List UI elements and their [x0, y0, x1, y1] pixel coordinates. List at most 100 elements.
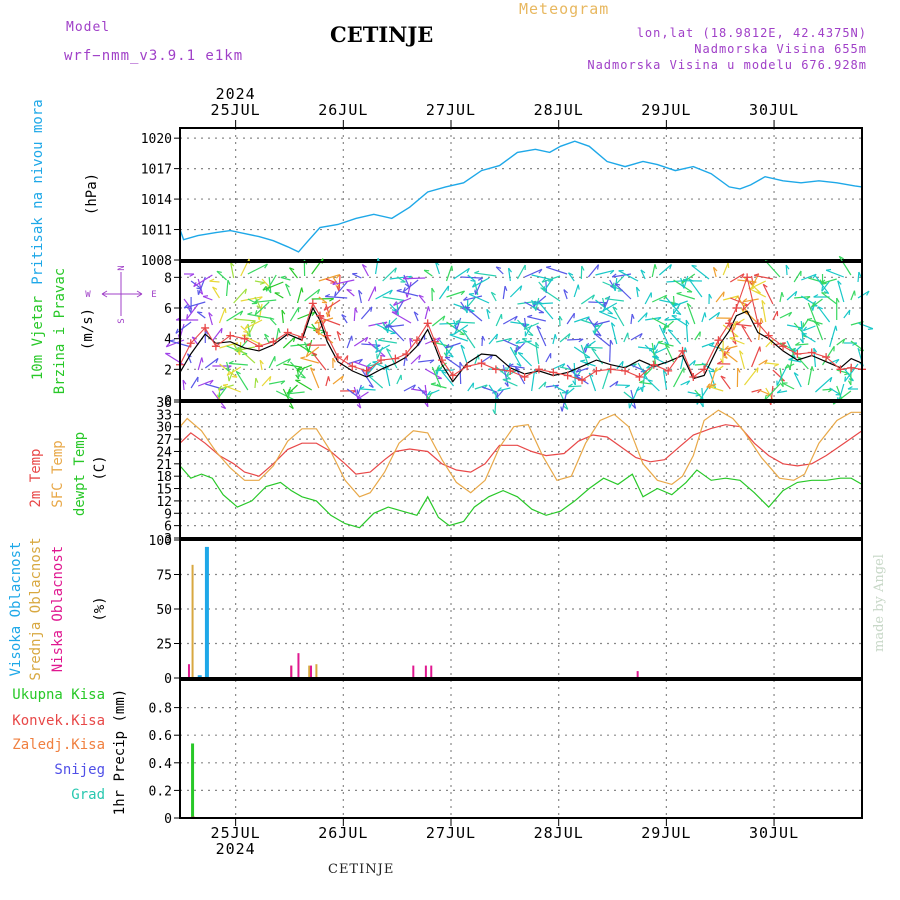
wind-arrow-head: [217, 385, 223, 390]
wind-arrow-head: [607, 312, 613, 315]
wind-arrow: [296, 287, 303, 304]
temp-ylabel-sfc: SFC Temp: [50, 440, 66, 507]
wind-arrow-head: [225, 367, 230, 373]
wind-arrow-head: [848, 309, 851, 316]
wind-arrow: [193, 274, 213, 288]
wind-arrow: [326, 301, 334, 318]
wind-arrow-head: [788, 311, 793, 317]
wind-gust-marker: [362, 366, 371, 375]
wind-arrow-head: [604, 296, 610, 300]
wind-arrow: [685, 320, 689, 343]
wind-arrow-head: [465, 306, 471, 309]
wind-arrow: [785, 264, 788, 276]
wind-arrow-head: [575, 368, 580, 373]
wind-arrow-head: [825, 268, 832, 271]
wind-arrow: [481, 386, 498, 393]
wind-arrow: [389, 275, 412, 280]
wind-arrow-head: [793, 372, 799, 377]
precip-bar: [191, 743, 195, 818]
wind-arrow-head: [662, 327, 665, 333]
wind-arrow-head: [409, 337, 414, 343]
wind-arrow-head: [717, 360, 723, 365]
wind-arrow-head: [847, 380, 852, 386]
wind-arrow: [821, 278, 837, 284]
wind-arrow-head: [165, 342, 170, 348]
wind-arrow: [304, 288, 320, 302]
wind-arrow: [786, 290, 798, 301]
wind-arrow-head: [462, 329, 468, 333]
wind-arrow: [357, 384, 362, 395]
wind-arrow-head: [750, 283, 755, 289]
wind-gust-marker: [664, 366, 673, 375]
wind-arrow-head: [264, 333, 270, 338]
wind-arrow-head: [802, 326, 807, 332]
wind-ylabel-1: 10m Vjetar: [30, 296, 46, 380]
wind-arrow: [261, 375, 272, 387]
wind-gust-marker: [743, 273, 752, 282]
wind-arrow: [325, 278, 336, 283]
wind-arrow: [772, 369, 785, 382]
wind-arrow-head: [614, 283, 621, 286]
wind-arrow-head: [716, 312, 721, 318]
x-tick-label-top: 26JUL: [318, 101, 368, 119]
wind-arrow-head: [310, 367, 315, 372]
wind-arrow: [474, 384, 488, 390]
wind-arrow-head: [191, 336, 197, 340]
wind-arrow-head: [301, 287, 304, 293]
wind-arrow-head: [541, 278, 546, 283]
wind-arrow-head: [710, 385, 716, 388]
footer-station-name: CETINJE: [328, 862, 395, 877]
wind-arrow: [663, 320, 674, 330]
wind-arrow-head: [351, 335, 353, 341]
wind-arrow-head: [722, 291, 725, 297]
wind-gust-marker: [283, 328, 292, 337]
wind-arrow-head: [514, 315, 518, 321]
wind-arrow: [850, 290, 856, 301]
wind-arrow: [580, 294, 595, 305]
wind-arrow: [710, 386, 724, 392]
wind-arrow-head: [496, 266, 502, 269]
wind-arrow: [764, 383, 781, 401]
wind-arrow-head: [326, 312, 329, 318]
wind-panel: 0 2 4 6 8: [164, 255, 874, 415]
wind-arrow: [406, 281, 412, 298]
wind-arrow: [744, 310, 760, 325]
wind-arrow: [346, 288, 355, 297]
y-tick-label: 50: [156, 603, 172, 618]
wind-arrow: [751, 280, 767, 289]
wind-arrow-head: [269, 376, 272, 382]
wind-arrow: [427, 389, 440, 396]
wind-arrow-head: [418, 354, 421, 360]
wind-arrow-head: [844, 376, 847, 382]
wind-arrow: [325, 376, 330, 387]
wind-arrow-head: [296, 366, 301, 372]
wind-arrow-head: [228, 360, 234, 364]
wind-arrow-head: [280, 380, 286, 385]
wind-arrow-head: [764, 359, 768, 365]
wind-arrow: [595, 269, 615, 276]
wind-arrow-head: [366, 362, 372, 367]
wind-arrow-head: [611, 322, 616, 327]
cloud-bar: [204, 546, 209, 678]
wind-arrow: [701, 387, 704, 407]
wind-arrow-head: [186, 314, 189, 320]
wind-gust-marker: [348, 362, 357, 371]
wind-gust-marker: [391, 354, 400, 363]
wind-arrow-head: [445, 356, 451, 359]
wind-arrow-head: [646, 364, 651, 369]
wind-speed-line: [179, 306, 863, 383]
wind-arrow: [336, 331, 341, 342]
wind-arrow-head: [289, 267, 295, 271]
wind-arrow: [311, 352, 327, 371]
wind-arrow-head: [332, 357, 336, 363]
wind-gust-marker: [477, 359, 486, 368]
wind-arrow-head: [201, 357, 204, 363]
elevation-label: Nadmorska Visina 655m: [694, 42, 867, 56]
pressure-ylabel: Pritisak na nivou mora: [30, 99, 46, 284]
wind-arrow-head: [546, 265, 552, 268]
wind-arrow: [307, 339, 313, 353]
wind-arrow-head: [691, 264, 697, 267]
wind-arrow: [594, 320, 610, 326]
x-year-top: 2024: [216, 85, 256, 103]
x-tick-label-bottom: 27JUL: [426, 824, 476, 842]
